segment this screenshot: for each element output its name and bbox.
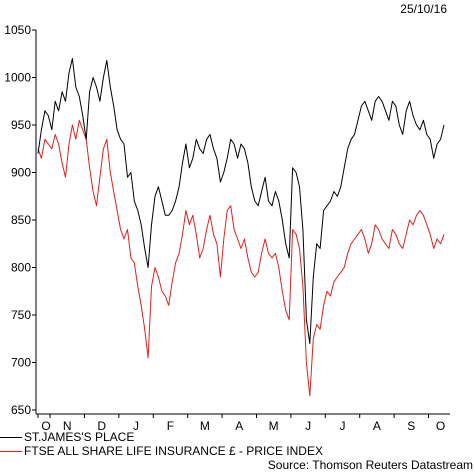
y-tick-label: 950 (11, 118, 31, 132)
x-tick-label: D (97, 419, 106, 433)
x-tick-label: J (133, 419, 139, 433)
legend-item-ftse: FTSE ALL SHARE LIFE INSURANCE £ - PRICE … (0, 444, 323, 458)
x-tick-label: M (200, 419, 210, 433)
chart-date-label: 25/10/16 (400, 2, 447, 16)
x-tick-label: O (436, 419, 445, 433)
x-tick-label: N (63, 419, 72, 433)
y-tick-label: 1050 (4, 23, 31, 37)
x-tick-label: J (340, 419, 346, 433)
x-tick-label: S (407, 419, 415, 433)
source-credit: Source: Thomson Reuters Datastream (267, 458, 473, 472)
x-tick-label: A (235, 419, 243, 433)
y-tick-label: 800 (11, 261, 31, 275)
y-tick-label: 750 (11, 308, 31, 322)
y-axis: 650 700 750 800 850 900 950 1000 1050 (4, 23, 37, 417)
legend-item-st-james: ST.JAMES'S PLACE (0, 430, 134, 444)
y-tick-label: 900 (11, 166, 31, 180)
x-tick-label: M (269, 419, 279, 433)
y-tick-label: 1000 (4, 71, 31, 85)
legend-label-st-james: ST.JAMES'S PLACE (24, 430, 135, 444)
x-tick-label: J (305, 419, 311, 433)
legend-swatch-red (0, 451, 22, 453)
x-tick-label: O (41, 419, 50, 433)
legend-label-ftse: FTSE ALL SHARE LIFE INSURANCE £ - PRICE … (24, 444, 323, 458)
legend-swatch-black (0, 437, 22, 439)
series-line-ftse (37, 119, 445, 397)
y-tick-label: 850 (11, 213, 31, 227)
x-tick-label: F (167, 419, 174, 433)
y-tick-label: 650 (11, 403, 31, 417)
x-tick-label: A (373, 419, 381, 433)
series-layer (37, 58, 445, 397)
series-line-st-james (37, 58, 445, 344)
y-tick-label: 700 (11, 356, 31, 370)
